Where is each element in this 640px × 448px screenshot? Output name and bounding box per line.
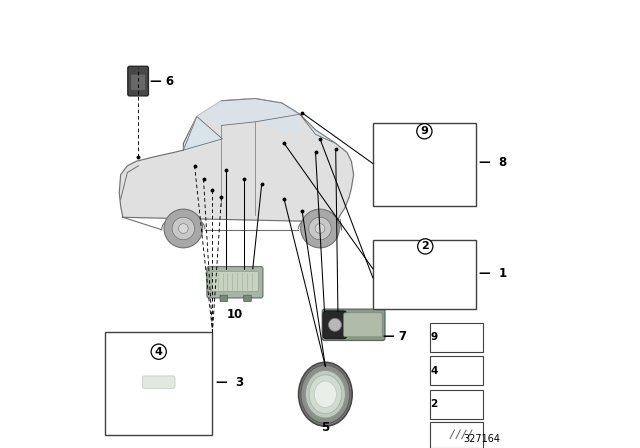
Text: 2: 2 xyxy=(431,399,438,409)
Polygon shape xyxy=(196,99,300,134)
Text: —  3: — 3 xyxy=(216,375,244,389)
Ellipse shape xyxy=(301,365,350,423)
Circle shape xyxy=(301,209,339,248)
FancyBboxPatch shape xyxy=(108,373,118,391)
Ellipse shape xyxy=(299,362,352,426)
FancyBboxPatch shape xyxy=(211,271,259,292)
FancyBboxPatch shape xyxy=(344,313,382,337)
FancyBboxPatch shape xyxy=(404,289,413,296)
Text: 327164: 327164 xyxy=(463,435,500,444)
Bar xyxy=(105,332,212,435)
FancyBboxPatch shape xyxy=(116,401,202,413)
Ellipse shape xyxy=(305,370,346,418)
FancyBboxPatch shape xyxy=(442,330,476,345)
FancyBboxPatch shape xyxy=(131,74,145,90)
FancyBboxPatch shape xyxy=(386,150,463,177)
FancyBboxPatch shape xyxy=(124,366,193,398)
FancyBboxPatch shape xyxy=(143,376,175,388)
Bar xyxy=(430,323,483,352)
FancyBboxPatch shape xyxy=(323,311,347,339)
FancyBboxPatch shape xyxy=(115,359,203,405)
Text: — 6: — 6 xyxy=(150,74,174,88)
FancyBboxPatch shape xyxy=(380,135,469,185)
FancyBboxPatch shape xyxy=(128,66,148,96)
Text: —  1: — 1 xyxy=(479,267,507,280)
Bar xyxy=(373,240,476,309)
Circle shape xyxy=(315,224,325,233)
Text: 10: 10 xyxy=(227,308,243,321)
Text: 2: 2 xyxy=(421,241,429,251)
Circle shape xyxy=(308,217,332,240)
Text: 4: 4 xyxy=(155,347,163,357)
FancyBboxPatch shape xyxy=(443,364,475,377)
Text: 9: 9 xyxy=(431,332,438,342)
Circle shape xyxy=(328,319,341,331)
Ellipse shape xyxy=(314,381,337,407)
FancyBboxPatch shape xyxy=(392,259,459,284)
FancyBboxPatch shape xyxy=(470,367,476,375)
Bar xyxy=(444,439,474,442)
FancyBboxPatch shape xyxy=(444,396,474,413)
Text: —  8: — 8 xyxy=(479,155,508,169)
Polygon shape xyxy=(119,99,353,222)
Circle shape xyxy=(417,124,432,139)
FancyBboxPatch shape xyxy=(420,135,429,145)
Circle shape xyxy=(164,209,203,248)
Bar xyxy=(430,422,483,448)
Circle shape xyxy=(418,239,433,254)
Polygon shape xyxy=(300,114,335,143)
Circle shape xyxy=(151,344,166,359)
FancyBboxPatch shape xyxy=(395,135,404,145)
FancyBboxPatch shape xyxy=(323,309,385,340)
FancyBboxPatch shape xyxy=(380,259,388,284)
Text: 4: 4 xyxy=(431,366,438,376)
Text: 9: 9 xyxy=(420,126,428,136)
Text: 5: 5 xyxy=(321,421,330,434)
FancyBboxPatch shape xyxy=(207,267,263,298)
Ellipse shape xyxy=(309,375,342,414)
Bar xyxy=(373,123,476,206)
FancyBboxPatch shape xyxy=(220,295,228,302)
FancyBboxPatch shape xyxy=(385,251,466,292)
Bar xyxy=(430,390,483,419)
Text: — 7: — 7 xyxy=(383,330,407,344)
Circle shape xyxy=(179,224,188,233)
FancyBboxPatch shape xyxy=(436,289,445,296)
Polygon shape xyxy=(183,116,222,150)
FancyBboxPatch shape xyxy=(244,295,252,302)
FancyBboxPatch shape xyxy=(445,135,454,145)
Bar xyxy=(430,356,483,385)
Circle shape xyxy=(172,217,195,240)
Circle shape xyxy=(433,265,436,269)
Circle shape xyxy=(414,265,418,269)
FancyBboxPatch shape xyxy=(471,334,477,340)
FancyBboxPatch shape xyxy=(444,428,474,442)
